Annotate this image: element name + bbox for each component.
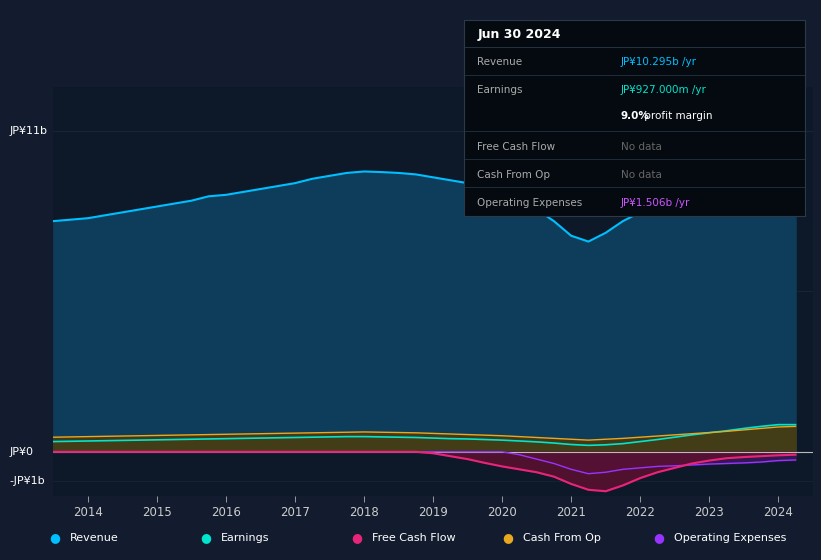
Text: Operating Expenses: Operating Expenses	[478, 198, 583, 208]
Text: JP¥927.000m /yr: JP¥927.000m /yr	[621, 86, 706, 95]
Text: Operating Expenses: Operating Expenses	[674, 533, 787, 543]
Text: JP¥11b: JP¥11b	[10, 125, 48, 136]
Text: 9.0%: 9.0%	[621, 111, 649, 121]
Text: Free Cash Flow: Free Cash Flow	[478, 142, 556, 152]
Text: profit margin: profit margin	[641, 111, 713, 121]
Text: JP¥0: JP¥0	[10, 447, 34, 457]
Text: ●: ●	[49, 531, 60, 544]
Text: Jun 30 2024: Jun 30 2024	[478, 28, 561, 41]
Text: No data: No data	[621, 170, 662, 180]
Text: JP¥10.295b /yr: JP¥10.295b /yr	[621, 57, 696, 67]
Text: -JP¥1b: -JP¥1b	[10, 476, 45, 486]
Text: Cash From Op: Cash From Op	[478, 170, 551, 180]
Text: ●: ●	[351, 531, 362, 544]
Text: JP¥1.506b /yr: JP¥1.506b /yr	[621, 198, 690, 208]
Text: Revenue: Revenue	[478, 57, 523, 67]
Text: Free Cash Flow: Free Cash Flow	[372, 533, 456, 543]
Text: ●: ●	[654, 531, 664, 544]
Text: ●: ●	[502, 531, 513, 544]
Text: Cash From Op: Cash From Op	[523, 533, 601, 543]
Text: No data: No data	[621, 142, 662, 152]
Text: Revenue: Revenue	[70, 533, 118, 543]
Text: Earnings: Earnings	[221, 533, 269, 543]
Text: ●: ●	[200, 531, 211, 544]
Text: Earnings: Earnings	[478, 86, 523, 95]
